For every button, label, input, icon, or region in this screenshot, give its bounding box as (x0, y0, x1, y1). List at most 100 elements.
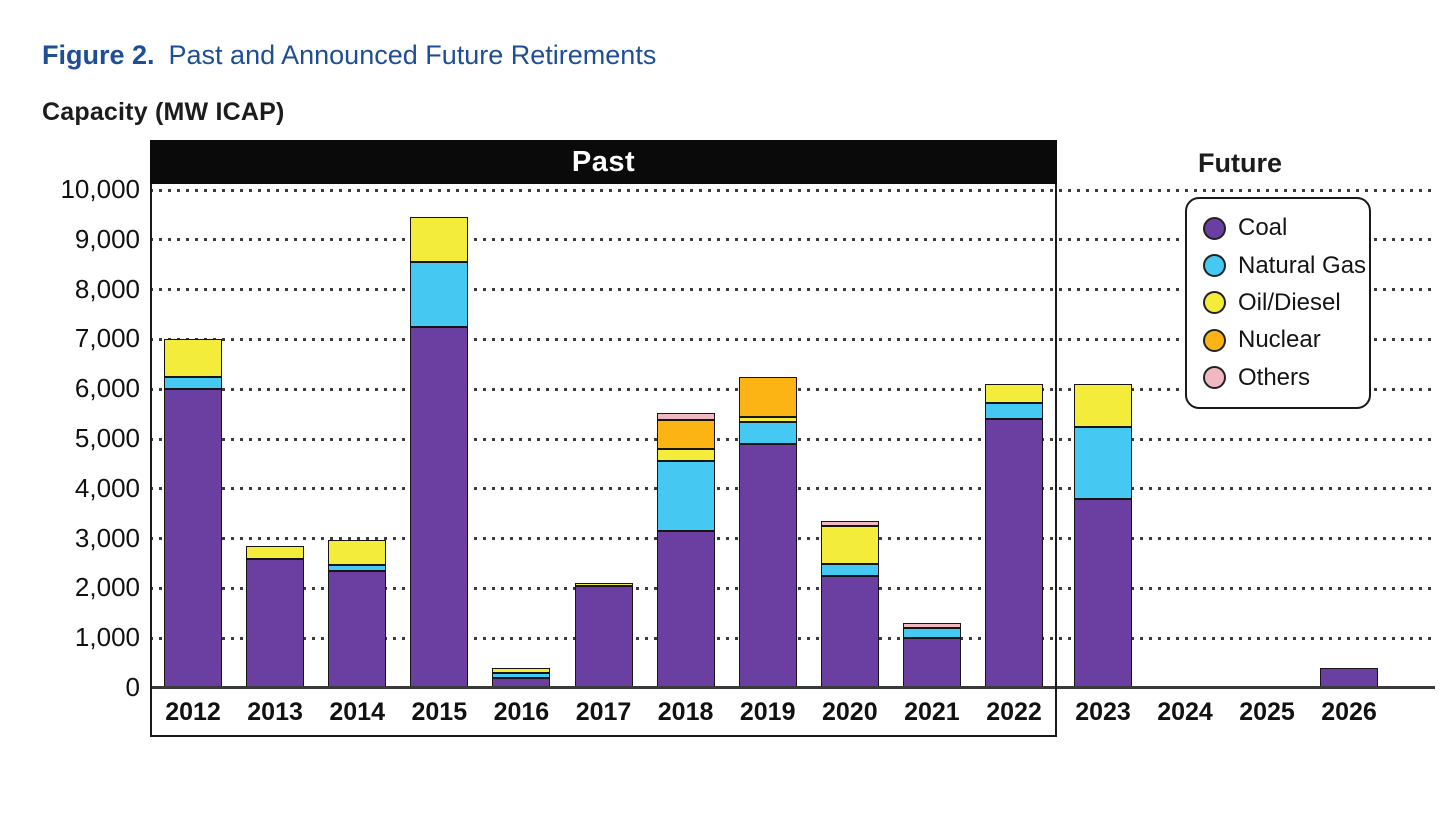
bar-2018 (656, 412, 715, 688)
legend-label: Natural Gas (1238, 251, 1367, 279)
gridline (150, 188, 1435, 192)
y-tick-label: 2,000 (74, 572, 140, 603)
x-tick-label-2024: 2024 (1157, 698, 1213, 726)
bar-segment-2018-others (656, 412, 715, 421)
bar-2014 (328, 539, 387, 688)
y-tick-label: 8,000 (74, 273, 140, 304)
x-tick-label-2018: 2018 (657, 698, 714, 726)
x-tick-label-2022: 2022 (986, 698, 1042, 726)
gridline (150, 288, 1435, 292)
gridline (150, 337, 1435, 341)
x-tick-label-2019: 2019 (739, 698, 796, 726)
x-tick-label-2021: 2021 (904, 698, 960, 726)
legend-item-natural-gas: Natural Gas (1203, 252, 1369, 280)
bar-segment-2013-coal (246, 558, 305, 688)
bar-segment-2022-oil-diesel (985, 384, 1043, 403)
legend-label: Oil/Diesel (1238, 288, 1341, 316)
bar-segment-2015-natural-gas (410, 262, 469, 327)
bar-segment-2016-oil-diesel (492, 668, 551, 674)
bar-segment-2022-coal (985, 419, 1043, 688)
bar-segment-2020-oil-diesel (820, 526, 879, 564)
bar-segment-2015-coal (410, 326, 469, 688)
bar-segment-2015-oil-diesel (410, 217, 469, 263)
x-tick-label-2012: 2012 (165, 698, 221, 726)
bar-segment-2020-natural-gas (820, 563, 879, 576)
bar-segment-2018-oil-diesel (656, 448, 715, 462)
x-tick-label-2013: 2013 (247, 698, 303, 726)
x-axis-line (150, 686, 1435, 689)
figure-title-text: Past and Announced Future Retirements (168, 40, 657, 70)
y-tick-label: 5,000 (74, 423, 140, 453)
bar-segment-2020-others (820, 521, 879, 527)
legend-label: Nuclear (1238, 326, 1321, 354)
bar-segment-2012-natural-gas (164, 376, 222, 390)
legend-swatch-icon (1203, 366, 1226, 390)
bar-segment-2016-natural-gas (492, 673, 551, 679)
y-tick-label: 4,000 (74, 472, 140, 503)
bar-segment-2012-oil-diesel (164, 339, 222, 377)
y-tick-label: 9,000 (74, 223, 140, 254)
bar-2015 (410, 217, 469, 688)
bar-segment-2014-natural-gas (328, 564, 387, 571)
bar-2020 (820, 521, 879, 688)
bar-segment-2019-coal (738, 443, 797, 688)
legend-swatch-icon (1203, 254, 1226, 278)
bar-segment-2021-natural-gas (902, 628, 961, 639)
bar-2022 (985, 384, 1043, 688)
x-tick-label-2025: 2025 (1239, 698, 1295, 726)
bar-2017 (574, 583, 633, 688)
future-section-label: Future (1198, 148, 1282, 178)
bar-segment-2018-nuclear (656, 420, 715, 449)
bar-2012 (164, 339, 222, 688)
y-tick-label: 10,000 (60, 174, 140, 204)
bar-segment-2021-coal (902, 638, 961, 688)
bar-segment-2017-coal (574, 585, 633, 688)
bar-2021 (902, 623, 961, 688)
bar-segment-2021-others (902, 623, 961, 629)
bar-segment-2019-nuclear (738, 376, 797, 417)
bar-segment-2023-natural-gas (1074, 426, 1132, 499)
x-tick-label-2014: 2014 (329, 698, 385, 726)
legend: Coal Natural Gas Oil/Diesel Nuclear Others (1185, 197, 1371, 409)
legend-item-coal: Coal (1203, 214, 1369, 242)
bar-segment-2014-oil-diesel (328, 539, 387, 565)
bar-segment-2018-natural-gas (656, 461, 715, 532)
bar-segment-2017-oil-diesel (574, 583, 633, 586)
past-section-label: Past (571, 145, 636, 178)
bar-2016 (492, 668, 551, 688)
legend-item-oil-diesel: Oil/Diesel (1203, 289, 1369, 317)
legend-swatch-icon (1203, 291, 1226, 315)
past-section-banner: Past (150, 140, 1057, 184)
x-tick-label-2015: 2015 (411, 698, 468, 726)
legend-label: Others (1238, 363, 1311, 391)
bar-segment-2013-oil-diesel (246, 546, 305, 559)
legend-item-nuclear: Nuclear (1203, 326, 1369, 354)
legend-swatch-icon (1203, 216, 1226, 240)
bar-segment-2023-coal (1074, 498, 1132, 688)
bar-segment-2023-oil-diesel (1074, 384, 1132, 427)
figure-title: Figure 2. Past and Announced Future Retir… (42, 40, 656, 71)
y-axis-title: Capacity (MW ICAP) (42, 98, 285, 126)
bar-2026 (1320, 668, 1378, 688)
bar-segment-2019-oil-diesel (738, 416, 797, 422)
y-tick-label: 0 (125, 672, 140, 702)
figure-number: Figure 2. (42, 40, 155, 70)
x-tick-label-2026: 2026 (1321, 698, 1377, 726)
x-tick-label-2016: 2016 (493, 698, 550, 726)
y-tick-label: 1,000 (74, 622, 140, 653)
bar-segment-2012-coal (164, 389, 222, 688)
bar-segment-2022-natural-gas (985, 402, 1043, 420)
bar-2013 (246, 546, 305, 688)
bar-2023 (1074, 384, 1132, 688)
bar-segment-2026-coal (1320, 668, 1378, 688)
bar-segment-2019-natural-gas (738, 421, 797, 444)
bar-segment-2014-coal (328, 570, 387, 688)
bar-2019 (738, 376, 797, 688)
legend-label: Coal (1238, 214, 1288, 242)
bar-segment-2020-coal (820, 575, 879, 688)
legend-swatch-icon (1203, 328, 1226, 352)
y-tick-label: 6,000 (74, 373, 140, 404)
bar-segment-2018-coal (656, 531, 715, 688)
x-tick-label-2017: 2017 (575, 698, 632, 726)
